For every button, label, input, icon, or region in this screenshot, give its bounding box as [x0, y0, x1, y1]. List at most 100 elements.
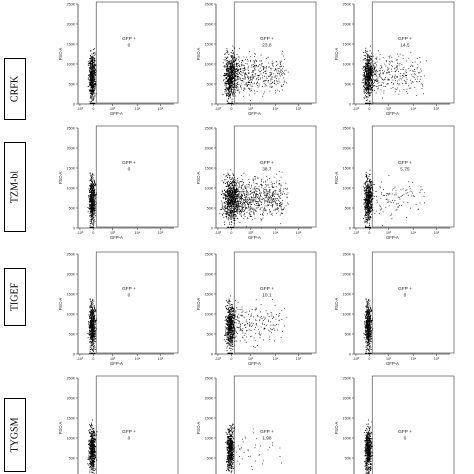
event-dot: [242, 64, 244, 66]
event-dot: [370, 194, 372, 196]
event-dot: [91, 102, 92, 104]
event-dot: [228, 90, 230, 92]
event-dot: [93, 207, 95, 209]
event-dot: [275, 60, 277, 62]
event-dot: [260, 71, 262, 73]
event-dot: [263, 80, 264, 82]
event-dot: [365, 94, 367, 96]
event-dot: [263, 208, 264, 210]
event-dot: [240, 71, 242, 73]
event-dot: [259, 193, 261, 194]
event-dot: [235, 62, 237, 64]
event-dot: [95, 69, 96, 71]
event-dot: [260, 64, 262, 66]
event-dot: [368, 67, 370, 69]
event-dot: [91, 218, 93, 220]
event-dot: [368, 81, 369, 83]
event-dot: [368, 82, 370, 84]
event-dot: [226, 94, 228, 96]
event-dot: [364, 92, 366, 94]
event-dot: [228, 86, 230, 88]
event-dot: [234, 192, 236, 194]
event-dot: [91, 99, 93, 101]
event-dot: [250, 216, 251, 217]
event-dot: [92, 96, 94, 97]
event-dot: [228, 68, 230, 70]
event-dot: [392, 87, 394, 88]
event-dot: [233, 87, 235, 89]
event-dot: [225, 197, 227, 199]
event-dot: [232, 87, 234, 89]
event-dot: [370, 194, 371, 196]
event-dot: [271, 205, 273, 207]
event-dot: [368, 192, 370, 194]
event-dot: [238, 191, 240, 193]
event-dot: [234, 181, 236, 183]
event-dot: [89, 80, 91, 82]
event-dot: [233, 207, 235, 209]
event-dot: [89, 83, 91, 85]
event-dot: [243, 199, 245, 200]
event-dot: [394, 67, 396, 69]
event-dot: [233, 52, 234, 53]
event-dot: [94, 60, 96, 62]
event-dot: [243, 182, 244, 183]
event-dot: [247, 63, 249, 65]
event-dot: [264, 200, 265, 202]
event-dot: [372, 63, 374, 65]
event-dot: [363, 82, 364, 84]
event-dot: [252, 197, 253, 199]
event-dot: [276, 200, 278, 202]
event-dot: [276, 212, 277, 214]
event-dot: [91, 64, 93, 66]
event-dot: [244, 199, 246, 201]
event-dot: [365, 190, 367, 192]
event-dot: [287, 202, 288, 204]
event-dot: [364, 75, 366, 77]
event-dot: [370, 85, 371, 87]
event-dot: [93, 73, 94, 74]
event-dot: [228, 195, 230, 196]
event-dot: [280, 192, 282, 194]
event-dot: [233, 186, 234, 187]
event-dot: [266, 66, 267, 67]
event-dot: [93, 226, 95, 228]
event-dot: [230, 197, 232, 199]
y-tick-label: 50K: [207, 207, 214, 211]
event-dot: [269, 86, 271, 88]
event-dot: [366, 87, 367, 89]
event-dot: [241, 72, 243, 74]
event-dot: [92, 62, 94, 64]
event-dot: [259, 71, 260, 73]
event-dot: [369, 203, 371, 205]
event-dot: [233, 204, 234, 205]
event-dot: [227, 226, 229, 228]
event-dot: [367, 88, 369, 90]
event-dot: [258, 186, 260, 187]
event-dot: [280, 197, 281, 199]
event-dot: [375, 85, 377, 87]
event-dot: [242, 210, 243, 212]
event-dot: [252, 85, 254, 87]
event-dot: [233, 203, 235, 205]
event-dot: [228, 78, 230, 80]
event-dot: [370, 200, 372, 202]
event-dot: [279, 66, 281, 68]
event-dot: [236, 217, 238, 219]
event-dot: [90, 94, 92, 95]
event-dot: [259, 74, 260, 76]
event-dot: [230, 69, 232, 70]
event-dot: [364, 69, 366, 71]
event-dot: [234, 185, 235, 186]
event-dot: [268, 67, 270, 68]
event-dot: [243, 89, 244, 91]
event-dot: [89, 190, 90, 192]
event-dot: [269, 202, 271, 203]
event-dot: [225, 82, 227, 84]
event-dot: [238, 195, 239, 197]
event-dot: [250, 56, 252, 57]
event-dot: [91, 79, 93, 81]
event-dot: [250, 193, 252, 195]
event-dot: [397, 83, 398, 84]
event-dot: [240, 196, 242, 198]
